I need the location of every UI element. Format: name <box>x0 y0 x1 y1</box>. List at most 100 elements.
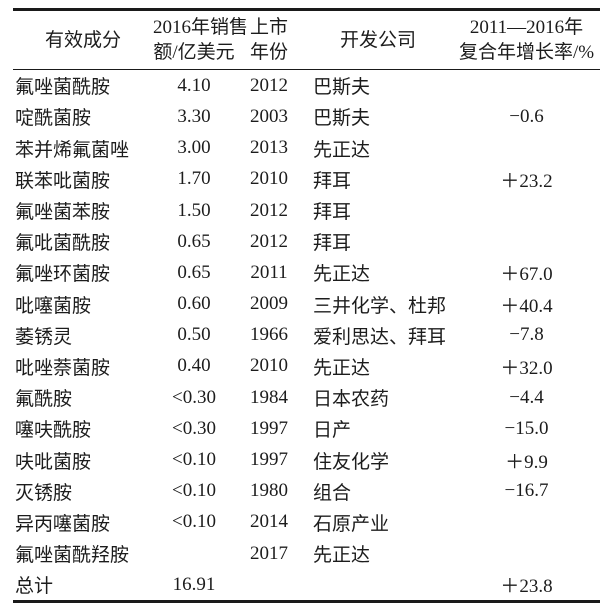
cell-launch-year: 1984 <box>250 386 288 408</box>
cell-launch-year: 2009 <box>250 293 288 315</box>
cell-cagr: ＋9.9 <box>505 451 548 473</box>
cell-cagr <box>453 70 600 102</box>
cell-developer-company: 住友化学 <box>313 451 390 473</box>
cell-sales: 4.10 <box>177 74 211 96</box>
cell-active-ingredient: 啶酰菌胺 <box>15 108 92 130</box>
cell-launch-year: 2010 <box>250 168 288 190</box>
cell-cagr: ＋40.4 <box>500 295 553 317</box>
cell-sales: <0.10 <box>172 449 216 470</box>
cell-launch-year: 2012 <box>250 199 288 221</box>
header-2016-sales-line1: 2016年销售 <box>153 17 249 38</box>
header-launch-year-line1: 上市 <box>249 17 288 38</box>
cell-developer-company: 拜耳 <box>313 233 352 255</box>
cell-launch-year: 1980 <box>250 480 288 502</box>
header-cagr-line2: 复合年增长率/% <box>458 42 595 64</box>
cell-cagr <box>453 538 600 569</box>
cell-active-ingredient: 氟唑菌酰羟胺 <box>15 545 130 567</box>
cell-active-ingredient: 联苯吡菌胺 <box>15 170 111 192</box>
table-row: 总计 16.91 ＋23.8 <box>13 569 600 602</box>
cell-developer-company: 日本农药 <box>313 389 390 411</box>
cell-cagr: −4.4 <box>509 386 544 408</box>
cell-launch-year: 2013 <box>250 137 288 159</box>
cell-active-ingredient: 总计 <box>15 576 54 598</box>
cell-sales <box>153 538 235 569</box>
cell-active-ingredient: 灭锈胺 <box>15 482 73 504</box>
cell-developer-company: 巴斯夫 <box>313 77 371 99</box>
cell-developer-company: 组合 <box>313 482 352 504</box>
table-body: 氟唑菌酰胺 4.10 2012 巴斯夫 啶酰菌胺 3.30 2003 巴斯夫 −0.6 苯并烯氟菌… <box>13 70 600 602</box>
cell-developer-company: 三井化学、杜邦 <box>313 295 447 317</box>
table-row: 萎锈灵 0.50 1966 爱利思达、拜耳 −7.8 <box>13 320 600 351</box>
table-row: 氟吡菌酰胺 0.65 2012 拜耳 <box>13 226 600 257</box>
header-cagr: 2011—2016年 复合年增长率/% <box>453 9 600 71</box>
cell-cagr <box>453 226 600 257</box>
cell-cagr <box>453 195 600 226</box>
cell-sales: 1.70 <box>177 168 211 190</box>
cell-cagr: −15.0 <box>504 417 549 439</box>
table-row: 呋吡菌胺 <0.10 1997 住友化学 ＋9.9 <box>13 444 600 475</box>
cell-sales: 0.60 <box>177 293 211 315</box>
header-launch-year-line2: 年份 <box>249 42 288 64</box>
cell-sales: 3.30 <box>177 105 211 127</box>
table-row: 异丙噻菌胺 <0.10 2014 石原产业 <box>13 507 600 538</box>
cell-sales: 3.00 <box>177 137 211 159</box>
header-2016-sales-line2: 额/亿美元 <box>153 42 235 64</box>
table-row: 氟唑菌苯胺 1.50 2012 拜耳 <box>13 195 600 226</box>
cell-sales: <0.30 <box>172 386 216 408</box>
cell-developer-company <box>303 569 453 602</box>
cell-cagr: ＋32.0 <box>500 357 553 379</box>
cell-cagr: −7.8 <box>509 324 544 346</box>
table-row: 苯并烯氟菌唑 3.00 2013 先正达 <box>13 133 600 164</box>
cell-cagr: −16.7 <box>504 480 549 502</box>
header-2016-sales: 2016年销售 额/亿美元 <box>153 9 248 71</box>
cell-active-ingredient: 呋吡菌胺 <box>15 451 92 473</box>
cell-developer-company: 先正达 <box>313 357 371 379</box>
cell-sales: 0.40 <box>177 355 211 377</box>
cell-sales: 0.50 <box>177 324 211 346</box>
table-row: 氟唑菌酰胺 4.10 2012 巴斯夫 <box>13 70 600 102</box>
cell-cagr: ＋23.2 <box>500 170 553 192</box>
cell-active-ingredient: 氟唑环菌胺 <box>15 264 111 286</box>
cell-active-ingredient: 吡噻菌胺 <box>15 295 92 317</box>
cell-launch-year: 2010 <box>250 355 288 377</box>
cell-launch-year: 1997 <box>250 449 288 470</box>
table-row: 灭锈胺 <0.10 1980 组合 −16.7 <box>13 476 600 507</box>
table-row: 氟唑菌酰羟胺 2017 先正达 <box>13 538 600 569</box>
header-developer-company: 开发公司 <box>303 9 453 71</box>
cell-launch-year: 2003 <box>250 105 288 127</box>
cell-active-ingredient: 吡唑萘菌胺 <box>15 357 111 379</box>
cell-developer-company: 石原产业 <box>313 513 390 535</box>
cell-active-ingredient: 异丙噻菌胺 <box>15 513 111 535</box>
table-row: 氟酰胺 <0.30 1984 日本农药 −4.4 <box>13 382 600 413</box>
table-row: 吡唑萘菌胺 0.40 2010 先正达 ＋32.0 <box>13 351 600 382</box>
cell-active-ingredient: 氟酰胺 <box>15 389 73 411</box>
cell-launch-year: 2012 <box>250 74 288 96</box>
cell-cagr: ＋67.0 <box>500 264 553 286</box>
cell-sales: <0.30 <box>172 417 216 439</box>
cell-developer-company: 先正达 <box>313 545 371 567</box>
cell-launch-year: 2017 <box>250 542 288 564</box>
cell-developer-company: 拜耳 <box>313 170 352 192</box>
cell-active-ingredient: 氟唑菌酰胺 <box>15 77 111 99</box>
table-header: 有效成分 2016年销售 额/亿美元 上市 年份 开发公司 2011—2016年… <box>13 9 600 71</box>
cell-cagr <box>453 133 600 164</box>
cell-cagr: ＋23.8 <box>500 576 553 598</box>
cell-developer-company: 日产 <box>313 420 352 442</box>
cell-sales: 1.50 <box>177 199 211 221</box>
cell-active-ingredient: 氟吡菌酰胺 <box>15 233 111 255</box>
cell-developer-company: 先正达 <box>313 264 371 286</box>
header-launch-year: 上市 年份 <box>235 9 303 71</box>
cell-developer-company: 拜耳 <box>313 202 352 223</box>
cell-developer-company: 爱利思达、拜耳 <box>313 326 447 348</box>
header-active-ingredient: 有效成分 <box>13 9 153 71</box>
cell-sales: 0.65 <box>177 230 211 252</box>
cell-developer-company: 先正达 <box>313 139 371 161</box>
cell-cagr <box>453 507 600 538</box>
fungicide-sales-table: 有效成分 2016年销售 额/亿美元 上市 年份 开发公司 2011—2016年… <box>13 8 600 604</box>
table-row: 噻呋酰胺 <0.30 1997 日产 −15.0 <box>13 413 600 444</box>
cell-active-ingredient: 萎锈灵 <box>15 326 73 348</box>
cell-launch-year: 2011 <box>250 261 288 283</box>
cell-active-ingredient: 苯并烯氟菌唑 <box>15 139 130 161</box>
cell-launch-year: 2012 <box>250 230 288 252</box>
